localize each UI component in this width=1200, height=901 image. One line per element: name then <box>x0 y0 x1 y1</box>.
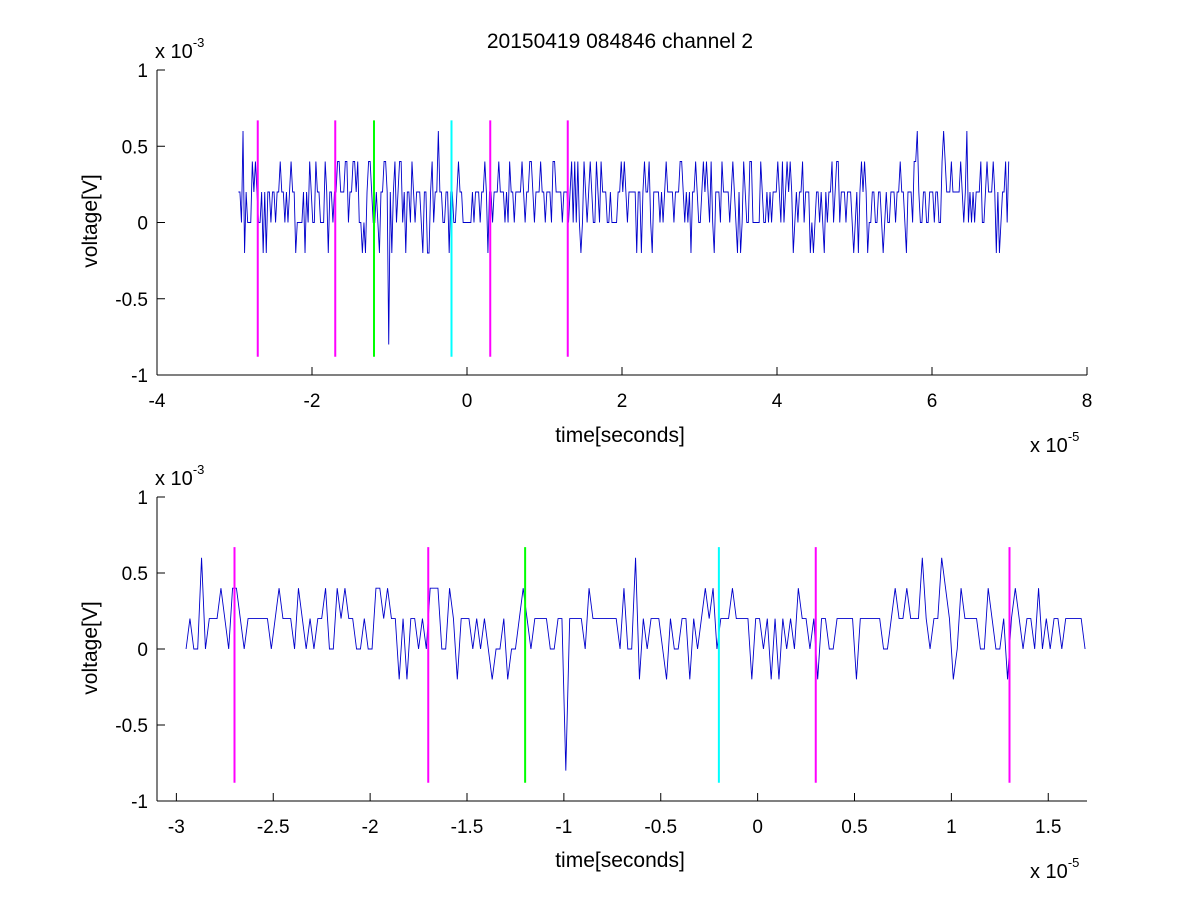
top-y-tick-label: -1 <box>131 366 148 387</box>
bottom-x-tick-label: 0.5 <box>841 817 867 838</box>
top-x-tick-label: 4 <box>772 391 783 412</box>
top-tick-labels: -4 -2 0 2 4 6 8 -1 -0.5 0 0.5 1 <box>115 61 1092 412</box>
top-plot-area <box>238 120 1010 357</box>
bottom-y-tick-label: 0 <box>137 640 148 661</box>
bottom-x-tick-label: -1.5 <box>451 817 484 838</box>
top-y-multiplier: x 10 <box>155 41 193 63</box>
bottom-y-axis-label: voltage[V] <box>79 601 102 694</box>
figure-title: 20150419 084846 channel 2 <box>487 30 753 53</box>
top-x-tick-label: 2 <box>617 391 628 412</box>
bottom-x-tick-label: 1.5 <box>1035 817 1061 838</box>
top-x-tick-label: 8 <box>1082 391 1093 412</box>
top-x-multiplier: x 10 <box>1030 435 1068 457</box>
bottom-axes-frame <box>156 496 1087 802</box>
bottom-y-tick-label: -0.5 <box>115 716 148 737</box>
top-x-tick-label: 6 <box>927 391 938 412</box>
top-y-exponent-power: -3 <box>193 35 205 50</box>
bottom-plot-area <box>185 547 1086 783</box>
top-x-tick-label: -4 <box>149 391 166 412</box>
top-x-exponent-power: -5 <box>1068 429 1080 444</box>
bottom-y-tick-label: 0.5 <box>122 564 148 585</box>
top-y-tick-label: -0.5 <box>115 290 148 311</box>
top-subplot: -4 -2 0 2 4 6 8 -1 -0.5 0 0.5 1 time[seconds] volta… <box>79 35 1092 457</box>
bottom-subplot: -3 -2.5 -2 -1.5 -1 -0.5 0 0.5 1 1.5 -1 -0.5 0 0.5 1 ti… <box>79 462 1087 883</box>
bottom-y-exponent-power: -3 <box>193 462 205 477</box>
top-y-tick-label: 0 <box>137 214 148 235</box>
bottom-x-tick-label: -3 <box>168 817 185 838</box>
bottom-tick-labels: -3 -2.5 -2 -1.5 -1 -0.5 0 0.5 1 1.5 -1 -0.5 0 0.5 1 <box>115 488 1061 838</box>
top-y-exponent: x 10-3 <box>155 35 204 63</box>
top-y-axis-label: voltage[V] <box>79 174 102 267</box>
bottom-x-exponent-power: -5 <box>1068 855 1080 870</box>
bottom-x-tick-label: -0.5 <box>644 817 677 838</box>
bottom-x-tick-label: -1 <box>555 817 572 838</box>
bottom-x-exponent: x 10-5 <box>1030 855 1079 883</box>
top-axes-frame <box>156 69 1088 376</box>
top-y-tick-label: 1 <box>137 61 148 82</box>
bottom-x-tick-label: -2.5 <box>257 817 290 838</box>
top-x-exponent: x 10-5 <box>1030 429 1079 457</box>
bottom-y-multiplier: x 10 <box>155 468 193 490</box>
bottom-x-tick-label: 0 <box>752 817 763 838</box>
bottom-signal-line <box>185 557 1086 771</box>
bottom-y-exponent: x 10-3 <box>155 462 204 490</box>
top-y-tick-label: 0.5 <box>122 137 148 158</box>
top-x-axis-label: time[seconds] <box>555 424 685 447</box>
bottom-x-axis-label: time[seconds] <box>555 849 685 872</box>
bottom-y-tick-label: -1 <box>131 792 148 813</box>
top-x-tick-label: 0 <box>462 391 473 412</box>
bottom-x-tick-label: -2 <box>362 817 379 838</box>
bottom-y-tick-label: 1 <box>137 488 148 509</box>
bottom-x-tick-label: 1 <box>946 817 957 838</box>
top-x-tick-label: -2 <box>304 391 321 412</box>
bottom-x-multiplier: x 10 <box>1030 861 1068 883</box>
top-signal-line <box>238 130 1010 345</box>
